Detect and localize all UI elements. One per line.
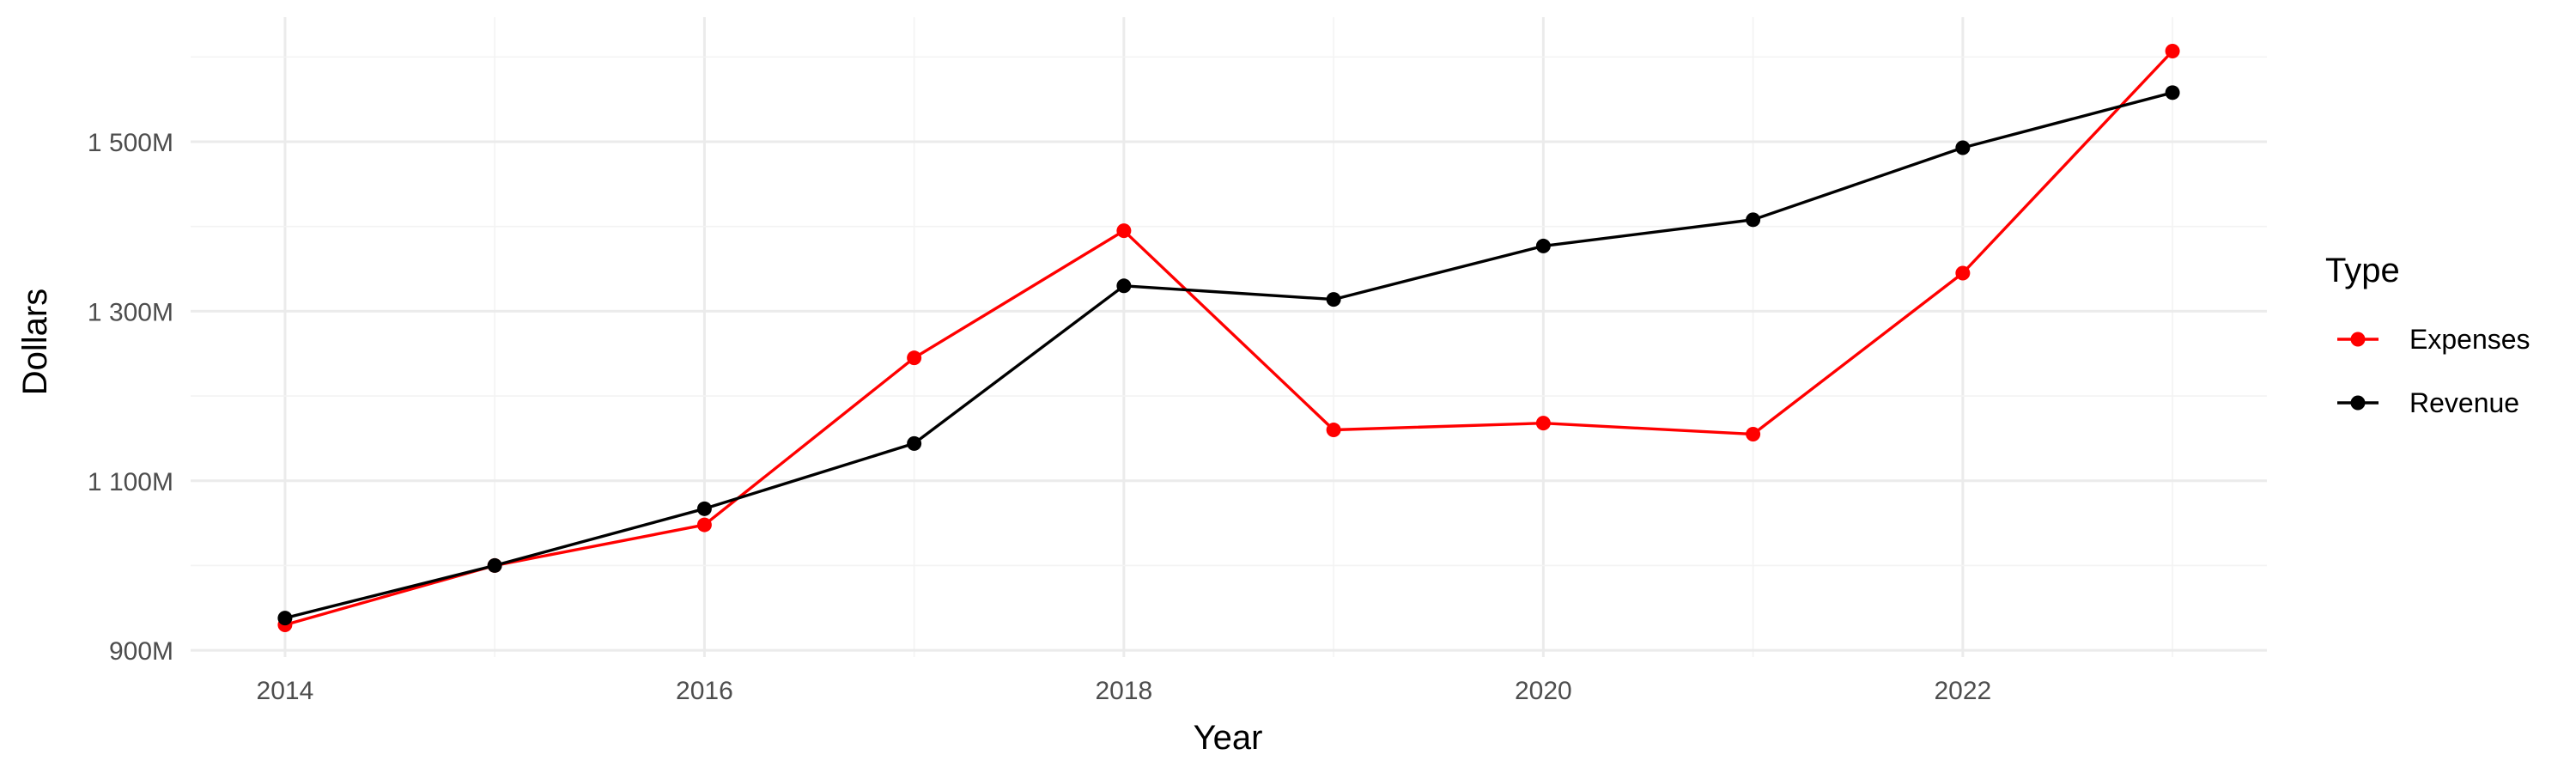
expenses-point [1955,265,1971,281]
y-tick-label: 1 500M [88,129,173,157]
expenses-point [1326,423,1341,438]
axes: 900M 1 100M 1 300M 1 500M 2014 2016 2018 2020 20… [88,129,1991,705]
grid [191,17,2267,657]
legend: Type Expenses Revenue [2325,252,2530,418]
expenses-point [907,350,922,366]
expenses-series [277,43,2180,633]
series-layer [277,43,2180,633]
x-tick-label: 2022 [1934,677,1991,705]
revenue-point [487,557,502,573]
expenses-point [1535,416,1551,431]
y-tick-label: 1 300M [88,298,173,326]
revenue-point [1746,212,1761,228]
expenses-line [283,49,2174,627]
revenue-point [1326,292,1341,307]
revenue-point [2165,85,2180,100]
expenses-point [2165,43,2180,58]
x-tick-label: 2014 [257,677,314,705]
revenue-point [696,501,712,516]
revenue-point [277,611,293,626]
revenue-point [1535,238,1551,253]
x-tick-label: 2020 [1515,677,1572,705]
revenue-point [1116,278,1132,294]
y-tick-label: 900M [109,637,173,666]
x-axis-title: Year [1194,719,1263,757]
x-tick-label: 2018 [1096,677,1153,705]
legend-item-expenses: Expenses [2337,324,2530,355]
x-tick-label: 2016 [676,677,733,705]
y-tick-label: 1 100M [88,468,173,496]
legend-key-point [2350,332,2366,347]
legend-label: Revenue [2409,387,2519,418]
revenue-line [283,91,2174,620]
revenue-series [277,85,2180,626]
legend-item-revenue: Revenue [2337,387,2519,418]
legend-label: Expenses [2409,324,2530,355]
legend-title: Type [2325,252,2400,289]
legend-key-point [2350,395,2366,411]
revenue-point [907,435,922,451]
y-axis-title: Dollars [16,289,54,395]
expenses-point [1746,426,1761,441]
legend-items: Expenses Revenue [2337,324,2530,418]
expenses-point [696,517,712,533]
revenue-point [1955,140,1971,155]
expenses-point [1116,223,1132,239]
